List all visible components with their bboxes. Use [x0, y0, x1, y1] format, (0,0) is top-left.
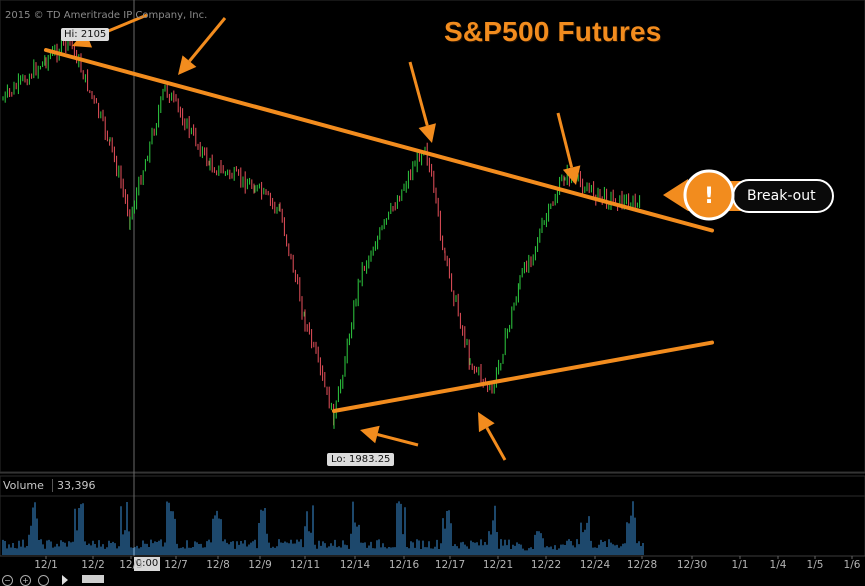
trendline-resistance — [44, 48, 714, 233]
cursor-icon[interactable] — [62, 575, 68, 585]
x-tick-label: 1/6 — [843, 559, 861, 571]
x-tick-label: 12/16 — [388, 559, 420, 571]
arrow-peak-4 — [556, 112, 581, 185]
trendline-support — [332, 340, 714, 413]
x-tick-label: 12/9 — [248, 559, 272, 571]
x-tick-label: 1/5 — [806, 559, 824, 571]
zoom-out-icon[interactable]: − — [2, 575, 13, 586]
chart-title: S&P500 Futures — [444, 16, 662, 47]
zoom-in-icon[interactable]: + — [20, 575, 31, 586]
x-tick-label: 12/3 — [119, 559, 143, 571]
breakout-label: Break-out — [747, 188, 816, 204]
x-tick-label: 12/11 — [289, 559, 321, 571]
volume-label: Volume — [3, 479, 44, 492]
scroll-thumb[interactable] — [82, 575, 104, 583]
exclamation-icon: ! — [704, 184, 714, 209]
x-tick-label: 12/24 — [579, 559, 611, 571]
volume-panel — [0, 475, 865, 557]
callout-circle — [683, 169, 735, 221]
volume-value: 33,396 — [52, 479, 96, 492]
arrow-support-2 — [478, 412, 507, 461]
x-tick-label: 12/30 — [676, 559, 708, 571]
arrow-peak-3 — [408, 61, 436, 143]
arrow-peak-2 — [178, 17, 227, 75]
x-tick-label: 1/4 — [769, 559, 787, 571]
lo-label: Lo: 1983.25 — [327, 453, 395, 466]
x-tick-label: 12/14 — [339, 559, 371, 571]
arrow-lo — [360, 425, 419, 447]
x-tick-label: 12/2 — [81, 559, 105, 571]
x-tick-label: 12/21 — [482, 559, 514, 571]
x-tick-label: 12/8 — [206, 559, 230, 571]
x-tick-label: 12/28 — [626, 559, 658, 571]
crosshair-time: 0:00 — [134, 557, 160, 571]
x-tick-label: 12/17 — [434, 559, 466, 571]
pan-icon[interactable] — [38, 575, 49, 586]
callout-pointer — [663, 179, 688, 211]
x-tick-label: 12/7 — [164, 559, 188, 571]
x-tick-label: 12/1 — [34, 559, 58, 571]
copyright-text: 2015 © TD Ameritrade IP Company, Inc. — [5, 10, 208, 21]
hi-label: Hi: 2105 — [61, 28, 110, 41]
x-tick-label: 12/22 — [530, 559, 562, 571]
x-tick-label: 1/1 — [731, 559, 749, 571]
